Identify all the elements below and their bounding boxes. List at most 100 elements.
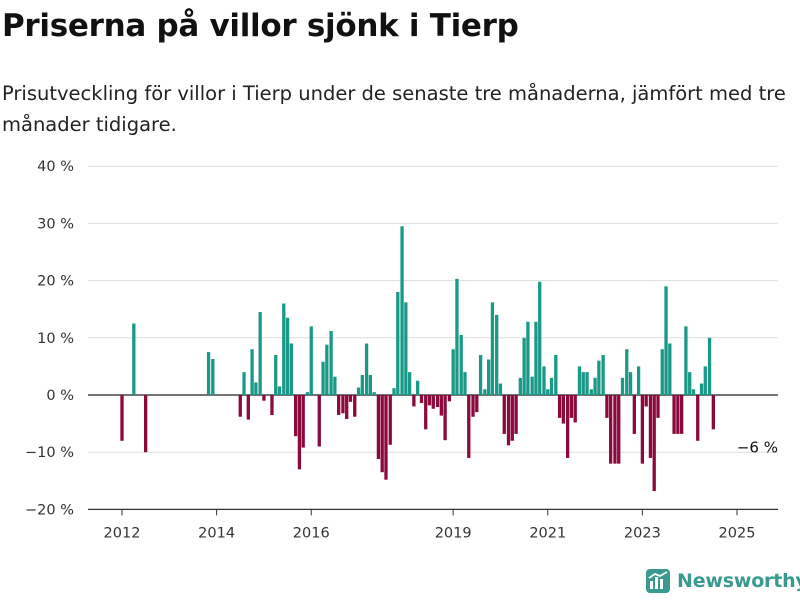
bar [486,359,491,395]
bar [211,358,215,395]
bar [617,395,621,464]
y-tick-label: 10 % [37,331,74,347]
bar [120,395,124,441]
bar [431,395,435,409]
bar [557,395,562,418]
bar [388,395,392,445]
bar [321,361,325,395]
bar [573,395,577,423]
bar [451,349,455,395]
bar [325,344,329,395]
bars [120,226,715,492]
bar [407,372,412,395]
bar [293,395,298,437]
bar [447,395,452,402]
x-tick-label: 2019 [435,525,472,541]
bar [656,395,660,418]
bar [254,382,258,395]
bar [581,372,585,395]
bar [660,349,664,395]
bar [282,303,286,395]
bar [258,312,262,395]
bar [455,278,459,395]
y-tick-label: 40 % [37,159,74,175]
bar [427,395,432,406]
bar [569,395,574,418]
bar [648,395,653,458]
bar [699,383,704,395]
bar [561,395,566,424]
bar [542,366,546,395]
bar [132,323,136,395]
bar [510,395,514,441]
bar [317,395,321,447]
bar [549,377,554,395]
bar [404,302,408,395]
bar [676,395,680,434]
bar [356,387,361,395]
bar [376,395,381,460]
bar [337,395,341,416]
bar [250,349,254,395]
bar [640,395,645,464]
bar [518,377,522,395]
bar [538,281,542,395]
bar [242,372,246,395]
grid-lines [88,165,778,510]
bar [684,326,688,395]
bar [546,389,550,395]
bar [526,321,530,395]
bar [652,395,656,492]
bar [348,395,353,402]
bar [534,321,538,395]
bar [384,395,388,480]
bar [364,343,369,395]
bar [703,366,707,395]
bar [632,395,636,434]
bar [459,334,463,395]
bar [392,388,396,395]
bar [628,372,633,395]
bar [577,366,582,395]
bar [274,354,278,395]
bar [285,317,290,395]
bar [506,395,511,446]
bar [289,343,294,395]
bar [498,383,503,395]
bar [380,395,384,473]
bar [530,376,534,395]
bar [593,377,597,395]
bar [372,392,376,395]
bar [270,395,274,416]
bar [400,226,404,395]
bar [333,376,337,395]
bar [341,395,345,414]
bar [688,372,692,395]
bar [672,395,676,434]
bar [246,395,250,420]
newsworthy-logo-icon [646,569,670,593]
bar [514,395,518,434]
y-tick-label: 0 % [46,388,74,404]
page-title: Priserna på villor sjönk i Tierp [2,8,519,44]
bar [502,395,506,434]
x-tick-label: 2023 [624,525,661,541]
bar [463,372,467,395]
bar [144,395,148,453]
bar [613,395,617,464]
bar [605,395,609,418]
y-tick-label: −10 % [25,445,74,461]
bar [565,395,570,458]
bar [419,395,424,404]
bar [554,354,558,395]
bar [416,380,420,395]
bar [329,330,333,395]
bar [495,314,499,395]
bar [644,395,648,407]
y-tick-label: 30 % [37,216,74,232]
brand-name: Newsworthy [677,570,800,592]
bar [360,374,364,395]
y-axis: −20 % −10 % 0 % 10 % 20 % 30 % 40 % [25,159,74,518]
bar [424,395,428,430]
bar [522,337,526,395]
